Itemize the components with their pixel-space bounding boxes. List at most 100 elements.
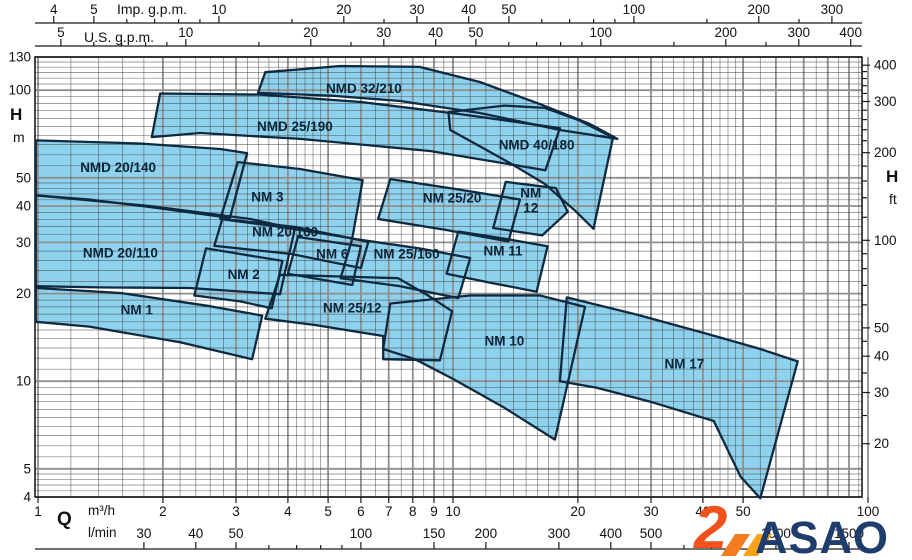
svg-text:4: 4 (50, 2, 58, 17)
svg-text:130: 130 (8, 50, 31, 65)
top-axis-title-imp-gpm: Imp. g.p.m. (117, 1, 188, 17)
svg-text:400: 400 (600, 526, 623, 541)
svg-text:300: 300 (548, 526, 571, 541)
svg-text:10: 10 (16, 374, 31, 389)
pump-outline-nm-11 (445, 230, 549, 293)
top-axis-title-us-gpm: U.S. g.p.m. (84, 29, 155, 45)
svg-text:20: 20 (570, 504, 585, 519)
pump-outlines (34, 64, 799, 500)
svg-text:40: 40 (188, 526, 203, 541)
pump-region-nmd-25-190 (151, 93, 560, 171)
left-axis-unit-m: m (13, 129, 25, 145)
svg-text:40: 40 (874, 349, 889, 364)
svg-text:50: 50 (228, 526, 243, 541)
svg-text:9: 9 (430, 504, 438, 519)
pump-region-nm-17 (559, 297, 798, 499)
pump-outline-nm-6 (286, 235, 363, 287)
svg-text:10: 10 (211, 2, 226, 17)
pump-label-nm-25-160: NM 25/160 (374, 246, 440, 261)
svg-text:30: 30 (136, 526, 151, 541)
svg-text:100: 100 (590, 25, 613, 40)
pump-outline-nm-2 (193, 247, 284, 310)
svg-text:50: 50 (16, 170, 31, 185)
svg-text:2: 2 (159, 504, 167, 519)
svg-text:10: 10 (178, 25, 193, 40)
svg-text:100: 100 (350, 526, 373, 541)
svg-text:200: 200 (715, 25, 738, 40)
svg-text:50: 50 (501, 2, 516, 17)
pump-labels: NMD 20/140 NMD 20/110 NM 1 NM 2 NM 3 NM 20/16… (80, 81, 704, 372)
svg-text:300: 300 (788, 25, 811, 40)
svg-text:1500: 1500 (834, 526, 864, 541)
pump-outline-nm-20-160 (213, 217, 370, 270)
svg-text:50: 50 (468, 25, 483, 40)
grid (35, 56, 869, 498)
svg-text:5: 5 (23, 461, 31, 476)
svg-text:200: 200 (748, 2, 771, 17)
pump-label-nm-1: NM 1 (121, 303, 154, 318)
svg-text:3: 3 (232, 504, 240, 519)
pump-outline-nm-25-12 (264, 273, 454, 362)
pump-label-nm-6: NM 6 (316, 246, 349, 261)
pump-label-nm-11: NM 11 (483, 244, 523, 259)
pump-outline-nm-25-160 (339, 237, 472, 300)
pump-outline-nmd-40-180 (447, 104, 615, 230)
pump-label-nm-20-160: NM 20/160 (252, 225, 318, 240)
svg-text:100: 100 (8, 83, 31, 98)
svg-text:20: 20 (16, 286, 31, 301)
svg-text:300: 300 (821, 2, 844, 17)
svg-text:500: 500 (640, 526, 663, 541)
pump-region-nm-12 (493, 181, 568, 236)
pump-region-nm-11 (446, 231, 548, 292)
svg-text:300: 300 (874, 94, 897, 109)
svg-text:100: 100 (623, 2, 646, 17)
svg-text:40: 40 (428, 25, 443, 40)
svg-text:30: 30 (16, 235, 31, 250)
svg-text:5: 5 (57, 25, 65, 40)
pump-label-nm-25-20: NM 25/20 (423, 191, 482, 206)
svg-text:40: 40 (461, 2, 476, 17)
svg-text:20: 20 (303, 25, 318, 40)
pump-label-nm-3: NM 3 (251, 189, 284, 204)
pump-label-nm-25-12: NM 25/12 (323, 300, 382, 315)
pump-outline-nmd-32-210 (256, 64, 619, 141)
svg-text:40: 40 (695, 504, 710, 519)
pump-region-nm-25-160 (340, 238, 471, 299)
svg-text:4: 4 (23, 490, 31, 505)
bottom-axis-unit-lmin: l/min (88, 525, 117, 540)
pump-label-nm-10: NM 10 (485, 333, 525, 348)
svg-text:8: 8 (409, 504, 417, 519)
pump-outline-nm-25-20 (376, 177, 522, 243)
pump-outline-nmd-20-110 (34, 194, 297, 296)
pump-outline-nm-10 (382, 294, 587, 441)
right-axis-unit-ft: ft (889, 191, 897, 207)
bottom-axis-unit-m3h: m³/h (88, 503, 115, 518)
pump-label-nmd-40-180: NMD 40/180 (499, 137, 575, 152)
svg-text:10: 10 (445, 504, 460, 519)
pump-label-nmd-32-210: NMD 32/210 (326, 81, 402, 96)
svg-text:30: 30 (376, 25, 391, 40)
svg-text:200: 200 (475, 526, 498, 541)
svg-text:6: 6 (357, 504, 365, 519)
svg-text:50: 50 (736, 504, 751, 519)
svg-text:20: 20 (874, 436, 889, 451)
pump-outline-nm-17 (558, 296, 799, 500)
svg-text:100: 100 (874, 233, 897, 248)
pump-outline-nmd-25-190 (150, 92, 562, 172)
pump-label-nmd-20-110: NMD 20/110 (83, 245, 158, 260)
svg-text:30: 30 (409, 2, 424, 17)
pump-label-nmd-20-140: NMD 20/140 (80, 160, 156, 175)
svg-text:100: 100 (857, 504, 880, 519)
pump-label-nm-2: NM 2 (228, 267, 260, 282)
svg-text:5: 5 (324, 504, 332, 519)
svg-text:4: 4 (284, 504, 292, 519)
svg-text:400: 400 (839, 25, 862, 40)
svg-text:150: 150 (423, 526, 446, 541)
pump-label-nmd-25-190: NMD 25/190 (257, 119, 333, 134)
svg-text:5: 5 (90, 2, 98, 17)
svg-text:1: 1 (34, 504, 42, 519)
svg-text:30: 30 (874, 385, 889, 400)
svg-text:7: 7 (385, 504, 393, 519)
pump-regions (35, 66, 798, 499)
